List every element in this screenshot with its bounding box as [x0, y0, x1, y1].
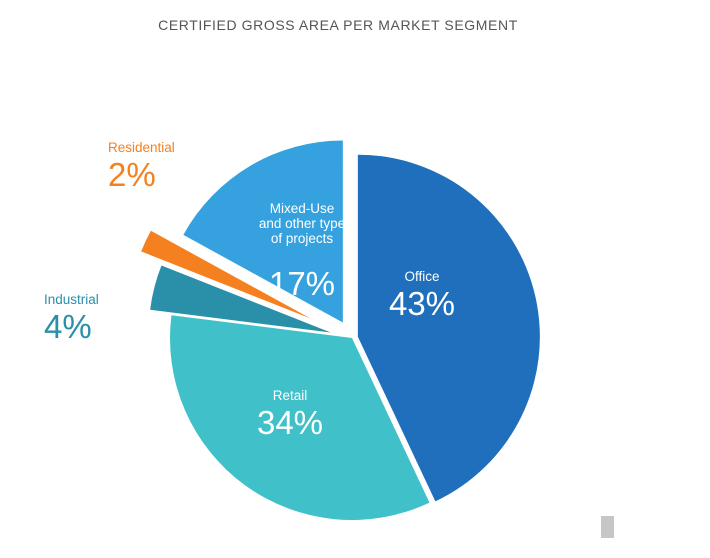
pie-slice-industrial: [150, 265, 331, 333]
slice-name-industrial: Industrial: [44, 292, 99, 307]
pie-slice-residential: [141, 230, 311, 319]
pie-slice-retail: [170, 315, 430, 520]
slice-percent-mixed-use: 17%: [268, 265, 336, 303]
slice-name-mixed-use: Mixed-Use and other type of projects: [258, 200, 346, 247]
slice-name-office: Office: [404, 269, 440, 284]
slice-label-office: Office 43%: [372, 269, 472, 323]
slice-label-residential: Residential 2%: [108, 140, 198, 194]
slice-label-industrial: Industrial 4%: [44, 292, 134, 346]
slice-label-mixed-use: Mixed-Use and other type of projects 17%: [232, 183, 372, 321]
slice-label-retail: Retail 34%: [240, 388, 340, 442]
slice-percent-retail: 34%: [256, 404, 324, 442]
chart-title: CERTIFIED GROSS AREA PER MARKET SEGMENT: [158, 17, 518, 33]
slice-name-residential: Residential: [108, 140, 175, 155]
slice-percent-residential: 2%: [108, 156, 156, 194]
pie-slice-mixed-use: [183, 140, 343, 323]
scrollbar-fragment: [601, 516, 614, 538]
slice-percent-industrial: 4%: [44, 308, 92, 346]
slice-name-retail: Retail: [272, 388, 308, 403]
pie-slice-office: [357, 154, 540, 502]
slice-percent-office: 43%: [388, 285, 456, 323]
